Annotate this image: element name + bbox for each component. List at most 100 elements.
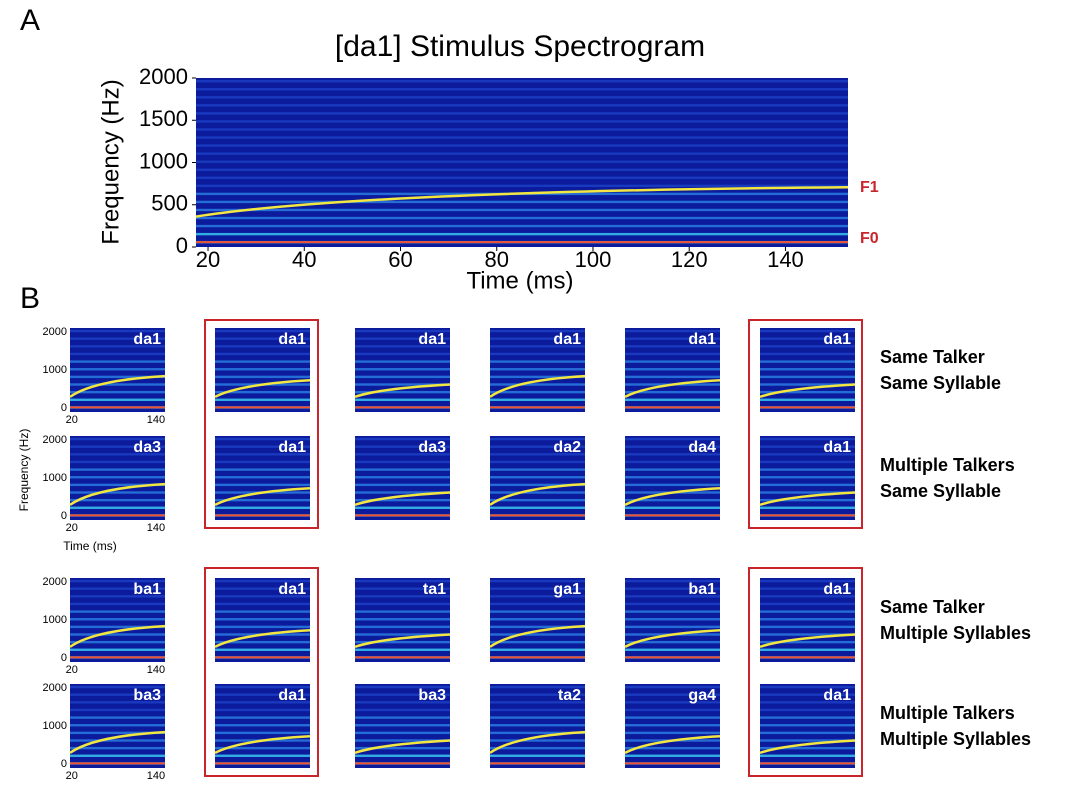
harmonic: [625, 579, 720, 583]
harmonic: [215, 345, 310, 348]
harmonic: [70, 368, 165, 371]
harmonic: [355, 345, 450, 348]
harmonic: [625, 483, 720, 487]
harmonic: [215, 368, 310, 371]
formant: [489, 482, 586, 506]
harmonic: [760, 754, 855, 757]
harmonic: [625, 716, 720, 719]
harmonic: [215, 731, 310, 735]
harmonic: [215, 648, 310, 651]
harmonic: [70, 437, 165, 441]
harmonic: [215, 746, 310, 750]
harmonic: [196, 168, 848, 171]
y-tick-label: 1000: [43, 720, 67, 732]
tile-label: da1: [823, 581, 851, 598]
harmonic: [215, 724, 310, 727]
harmonic: [70, 390, 165, 394]
harmonic: [70, 618, 165, 621]
harmonic: [355, 337, 450, 340]
harmonic: [196, 144, 848, 147]
row-label: Same Syllable: [880, 481, 1001, 501]
harmonic: [196, 136, 848, 139]
x-tick-label: 140: [147, 770, 165, 782]
harmonic: [215, 587, 310, 590]
harmonic: [490, 625, 585, 629]
harmonic: [215, 360, 310, 363]
harmonic: [355, 491, 450, 494]
harmonic: [196, 160, 848, 163]
tile-label: da1: [553, 331, 581, 348]
y-tick-label: 500: [151, 191, 188, 216]
harmonic: [355, 483, 450, 487]
harmonic: [70, 648, 165, 651]
x-tick-label: 120: [671, 247, 708, 272]
harmonic: [70, 329, 165, 333]
harmonic: [70, 579, 165, 583]
formant: [69, 374, 166, 398]
formant: [759, 383, 856, 399]
harmonic: [355, 685, 450, 689]
formant: [489, 374, 586, 398]
harmonic: [625, 625, 720, 629]
tile-label: ba1: [688, 581, 716, 598]
harmonic: [760, 693, 855, 696]
harmonic: [70, 640, 165, 644]
harmonic: [355, 610, 450, 613]
harmonic: [625, 453, 720, 456]
x-tick-label: 20: [196, 247, 220, 272]
harmonic: [70, 483, 165, 487]
harmonic: [760, 602, 855, 606]
y-tick-label: 0: [61, 402, 67, 414]
harmonic: [490, 716, 585, 719]
harmonic: [355, 383, 450, 386]
harmonic: [215, 468, 310, 471]
harmonic: [760, 716, 855, 719]
harmonic: [215, 716, 310, 719]
harmonic: [355, 398, 450, 401]
harmonic: [760, 708, 855, 712]
harmonic: [215, 453, 310, 456]
harmonic: [70, 685, 165, 689]
harmonic: [490, 329, 585, 333]
x-tick-label: 20: [66, 414, 78, 426]
harmonic: [70, 375, 165, 379]
harmonic: [490, 602, 585, 606]
harmonic: [215, 352, 310, 356]
harmonic: [196, 88, 848, 91]
harmonic: [70, 693, 165, 696]
harmonic: [70, 398, 165, 401]
harmonic: [625, 368, 720, 371]
x-tick-label: 80: [484, 247, 508, 272]
harmonic: [215, 618, 310, 621]
y-tick-label: 2000: [43, 576, 67, 588]
formant: [354, 383, 451, 399]
harmonic: [70, 746, 165, 750]
harmonic: [490, 595, 585, 598]
row-label: Same Syllable: [880, 373, 1001, 393]
formant: [624, 735, 721, 754]
tile-label: ba3: [133, 687, 161, 704]
row-label: Multiple Syllables: [880, 729, 1031, 749]
harmonic: [355, 579, 450, 583]
harmonic: [760, 352, 855, 356]
harmonic: [355, 640, 450, 644]
harmonic: [196, 184, 848, 188]
harmonic: [625, 746, 720, 750]
harmonic: [196, 176, 848, 179]
harmonic: [625, 595, 720, 598]
harmonic: [70, 610, 165, 613]
harmonic: [215, 329, 310, 333]
harmonic: [760, 685, 855, 689]
harmonic: [215, 701, 310, 704]
y-tick-label: 1000: [43, 614, 67, 626]
harmonic: [196, 216, 848, 220]
formant: [69, 730, 166, 754]
tile-label: da1: [278, 439, 306, 456]
harmonic: [760, 345, 855, 348]
harmonic: [215, 398, 310, 401]
harmonic: [215, 693, 310, 696]
harmonic: [70, 716, 165, 719]
formant: [69, 482, 166, 506]
harmonic: [760, 476, 855, 479]
